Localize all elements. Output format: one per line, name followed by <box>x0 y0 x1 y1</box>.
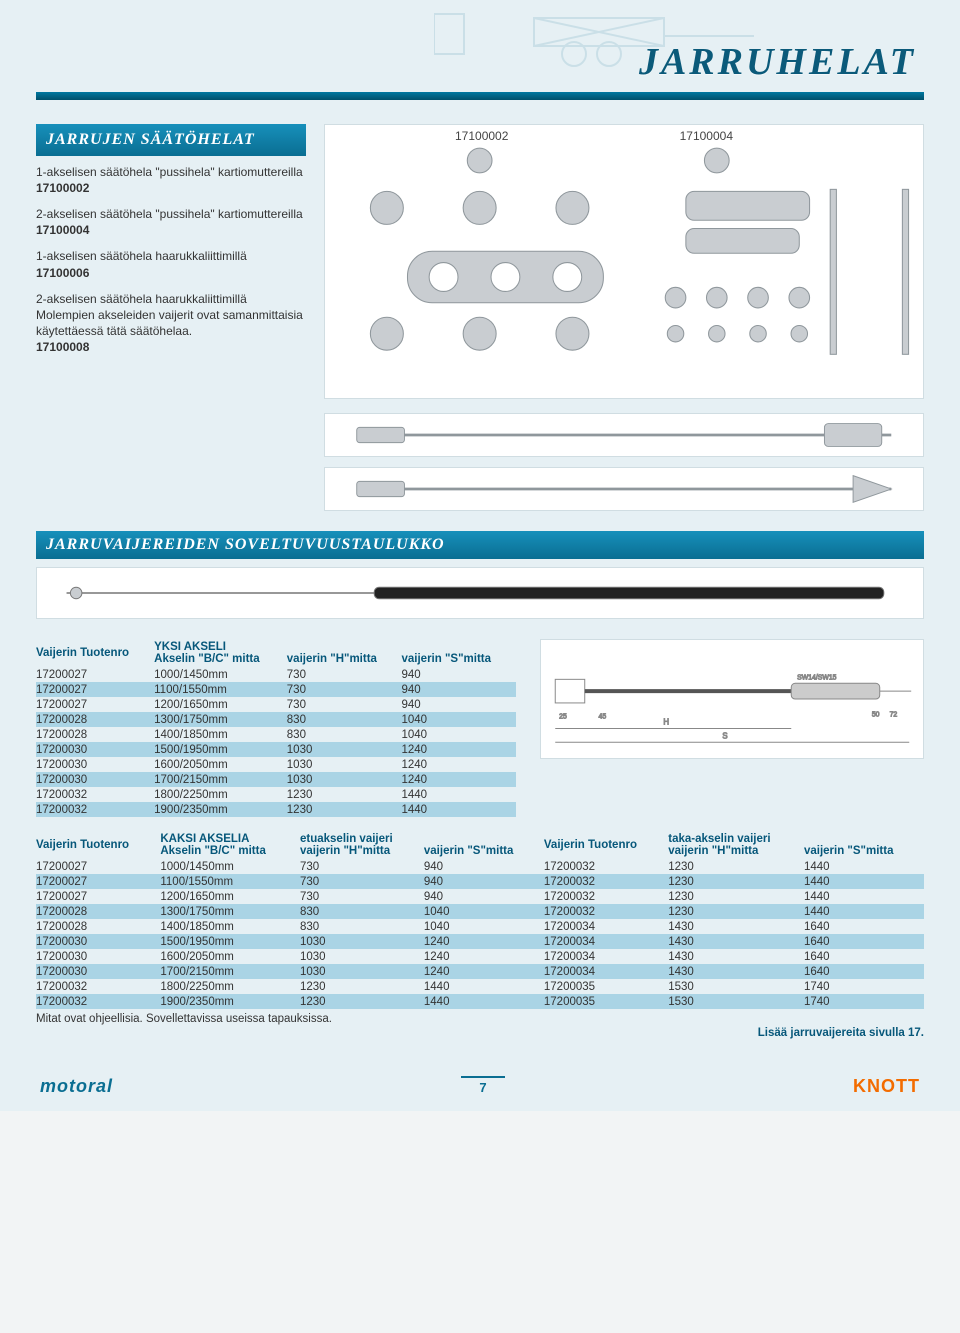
table-row: 172000281300/1750mm830104017200032123014… <box>36 904 924 919</box>
t2-g1: KAKSI AKSELIAAkselin "B/C" mitta <box>160 831 300 859</box>
table-row: 172000321900/2350mm123014401720003515301… <box>36 994 924 1009</box>
section1-title: JARRUJEN SÄÄTÖHELAT <box>36 124 306 156</box>
page-number: 7 <box>461 1076 504 1097</box>
svg-text:S: S <box>722 731 727 740</box>
table-row: 172000271000/1450mm730940172000321230144… <box>36 859 924 874</box>
table2-block: Vaijerin Tuotenro KAKSI AKSELIAAkselin "… <box>36 831 924 1039</box>
table-row: 172000301600/2050mm10301240 <box>36 757 516 772</box>
svg-text:SW14/SW15: SW14/SW15 <box>797 674 837 681</box>
table2: Vaijerin Tuotenro KAKSI AKSELIAAkselin "… <box>36 831 924 1009</box>
description-paragraph: 2-akselisen säätöhela "pussihela" kartio… <box>36 206 306 238</box>
table-row: 172000281400/1850mm830104017200034143016… <box>36 919 924 934</box>
t2-h-c7: vaijerin "S"mitta <box>804 831 924 859</box>
svg-text:72: 72 <box>889 712 897 719</box>
t2-g2: etuakselin vaijerivaijerin "H"mitta <box>300 831 424 859</box>
table-row: 172000301500/1950mm103012401720003414301… <box>36 934 924 949</box>
logo-motoral: motoral <box>40 1076 113 1097</box>
table-row: 172000271000/1450mm730940 <box>36 667 516 682</box>
cable-long-image <box>36 567 924 619</box>
table-row: 172000271100/1550mm730940172000321230144… <box>36 874 924 889</box>
t1-h-c4: vaijerin "S"mitta <box>402 639 516 667</box>
t2-h-c5: Vaijerin Tuotenro <box>544 831 668 859</box>
page-header: JARRUHELAT <box>36 0 924 100</box>
t2-h-c4: vaijerin "S"mitta <box>424 831 544 859</box>
description-paragraph: 1-akselisen säätöhela haarukkaliittimill… <box>36 248 306 280</box>
img-label-right: 17100004 <box>680 129 733 143</box>
header-divider <box>36 92 924 100</box>
table1: Vaijerin Tuotenro YKSI AKSELIAkselin "B/… <box>36 639 516 817</box>
table-row: 172000271200/1650mm730940172000321230144… <box>36 889 924 904</box>
img-label-left: 17100002 <box>455 129 508 143</box>
svg-text:45: 45 <box>598 714 606 721</box>
table-row: 172000321900/2350mm12301440 <box>36 802 516 817</box>
more-link: Lisää jarruvaijereita sivulla 17. <box>36 1027 924 1039</box>
table-row: 172000301600/2050mm103012401720003414301… <box>36 949 924 964</box>
section2-title: JARRUVAIJEREIDEN SOVELTUVUUSTAULUKKO <box>36 531 924 559</box>
table-row: 172000321800/2250mm12301440 <box>36 787 516 802</box>
t1-group: YKSI AKSELIAkselin "B/C" mitta <box>154 639 287 667</box>
svg-text:25: 25 <box>559 714 567 721</box>
adjusters-description-column: JARRUJEN SÄÄTÖHELAT 1-akselisen säätöhel… <box>36 124 306 511</box>
table-row: 172000281400/1850mm8301040 <box>36 727 516 742</box>
table-row: 172000301500/1950mm10301240 <box>36 742 516 757</box>
page-title: JARRUHELAT <box>639 40 916 84</box>
cable-assembly-image-2 <box>324 467 924 511</box>
table2-note: Mitat ovat ohjeellisia. Sovellettavissa … <box>36 1013 924 1025</box>
t2-h-c1: Vaijerin Tuotenro <box>36 831 160 859</box>
cable-dimension-diagram: H S 25 45 SW14/SW15 72 50 <box>540 639 924 817</box>
description-paragraph: 1-akselisen säätöhela "pussihela" kartio… <box>36 164 306 196</box>
page-footer: motoral 7 KNOTT <box>36 1067 924 1111</box>
table-row: 172000281300/1750mm8301040 <box>36 712 516 727</box>
table-row: 172000301700/2150mm10301240 <box>36 772 516 787</box>
table-row: 172000271100/1550mm730940 <box>36 682 516 697</box>
svg-text:50: 50 <box>871 712 879 719</box>
table-row: 172000271200/1650mm730940 <box>36 697 516 712</box>
logo-knott: KNOTT <box>853 1076 920 1097</box>
t1-h-c1: Vaijerin Tuotenro <box>36 639 154 667</box>
adjuster-kits-image: 17100002 17100004 <box>324 124 924 399</box>
table-row: 172000321800/2250mm123014401720003515301… <box>36 979 924 994</box>
t1-h-c3: vaijerin "H"mitta <box>287 639 402 667</box>
table1-block: Vaijerin Tuotenro YKSI AKSELIAkselin "B/… <box>36 639 516 817</box>
t2-g3: taka-akselin vaijerivaijerin "H"mitta <box>668 831 804 859</box>
table-row: 172000301700/2150mm103012401720003414301… <box>36 964 924 979</box>
svg-text:H: H <box>663 718 669 727</box>
description-paragraph: 2-akselisen säätöhela haarukkaliittimill… <box>36 291 306 356</box>
cable-assembly-image-1 <box>324 413 924 457</box>
